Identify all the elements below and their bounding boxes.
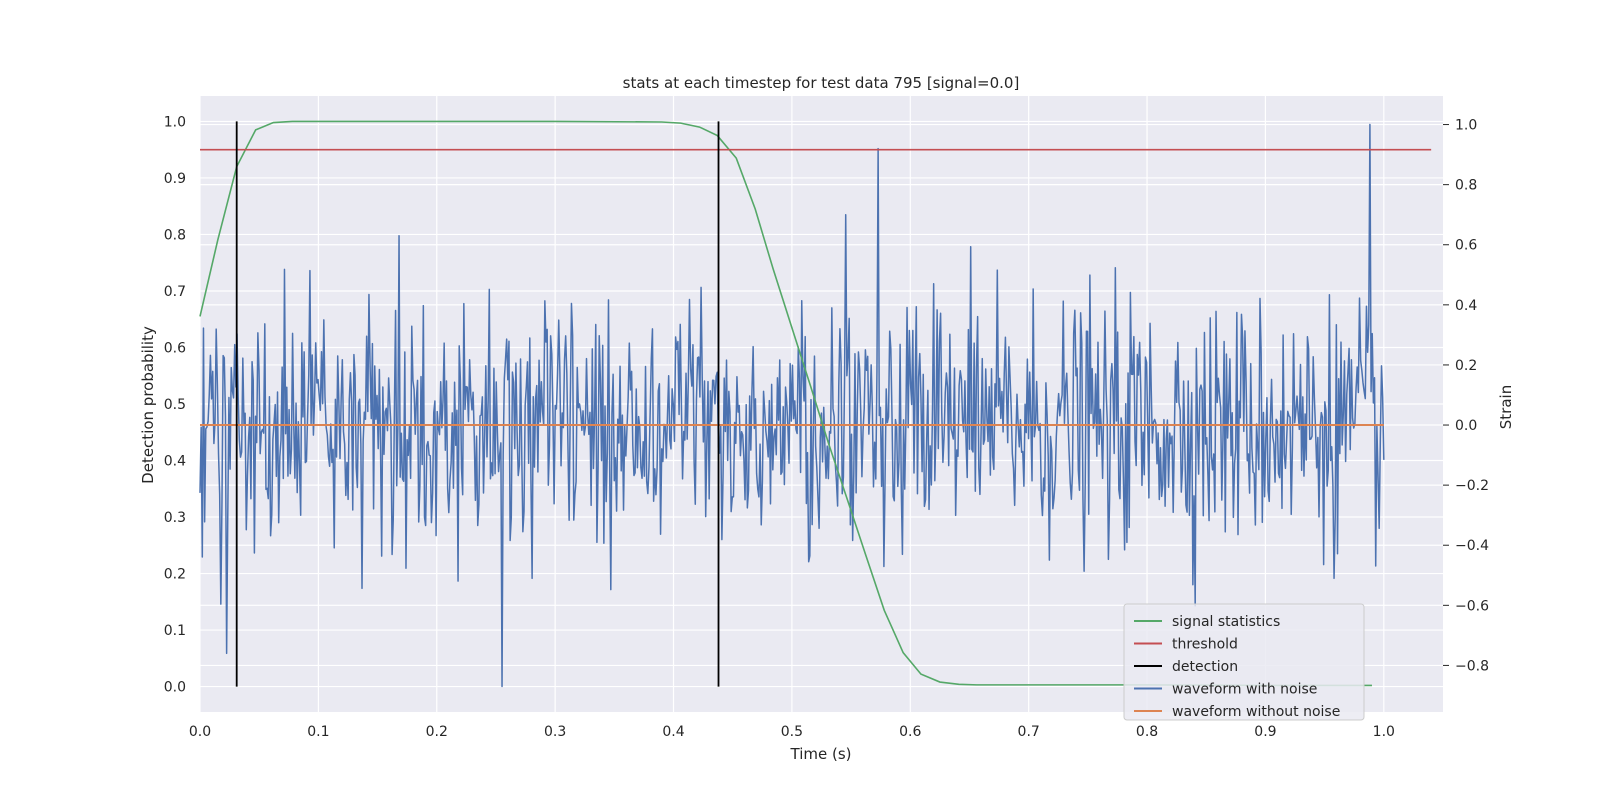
right-tick-label: 0.0 [1455, 418, 1477, 434]
left-axis-ticks: 0.0 0.1 0.2 0.3 0.4 0.5 0.6 0.7 0.8 0.9 1.0 [164, 114, 186, 695]
right-axis-label: Strain [1497, 385, 1515, 429]
legend: signal statistics threshold detection wavef… [1123, 603, 1365, 721]
x-axis-label: Time (s) [790, 745, 852, 763]
left-tick-label: 0.7 [164, 284, 186, 300]
right-tick-label: 0.8 [1455, 178, 1477, 194]
x-tick-label: 0.1 [307, 724, 329, 740]
left-tick-label: 0.1 [164, 623, 186, 639]
chart-title: stats at each timestep for test data 795… [623, 74, 1020, 92]
legend-label: threshold [1172, 637, 1238, 653]
right-tick-label: 0.6 [1455, 238, 1477, 254]
x-tick-label: 0.3 [544, 724, 566, 740]
right-tick-label: −0.4 [1455, 538, 1489, 554]
x-tick-label: 1.0 [1373, 724, 1395, 740]
x-tick-label: 0.5 [781, 724, 803, 740]
right-tick-label: 0.2 [1455, 358, 1477, 374]
x-tick-label: 0.6 [899, 724, 921, 740]
x-tick-label: 0.0 [189, 724, 211, 740]
legend-label: waveform with noise [1172, 682, 1317, 698]
left-tick-label: 0.0 [164, 680, 186, 696]
grid [199, 96, 1443, 712]
legend-box [1123, 603, 1365, 721]
left-tick-label: 0.6 [164, 340, 186, 356]
left-tick-label: 1.0 [164, 114, 186, 130]
left-axis-label: Detection probability [139, 326, 157, 484]
right-tick-label: 1.0 [1455, 118, 1477, 134]
left-tick-label: 0.5 [164, 397, 186, 413]
left-tick-label: 0.8 [164, 227, 186, 243]
right-tick-label: −0.2 [1455, 478, 1489, 494]
right-axis-ticks: −0.8 −0.6 −0.4 −0.2 0.0 0.2 0.4 0.6 0.8 1.0 [1443, 118, 1489, 674]
x-tick-label: 0.4 [662, 724, 684, 740]
x-tick-label: 0.9 [1254, 724, 1276, 740]
x-tick-label: 0.2 [426, 724, 448, 740]
left-tick-label: 0.9 [164, 171, 186, 187]
right-tick-label: −0.6 [1455, 598, 1489, 614]
left-tick-label: 0.2 [164, 567, 186, 583]
x-axis-ticks: 0.0 0.1 0.2 0.3 0.4 0.5 0.6 0.7 0.8 0.9 1.0 [189, 724, 1395, 740]
legend-label: detection [1172, 659, 1238, 675]
series-waveform-with-noise [199, 123, 1385, 688]
series-signal-statistics [199, 120, 1372, 687]
x-tick-label: 0.8 [1136, 724, 1158, 740]
left-tick-label: 0.3 [164, 510, 186, 526]
legend-label: waveform without noise [1172, 704, 1340, 720]
legend-label: signal statistics [1172, 614, 1280, 630]
right-tick-label: −0.8 [1455, 658, 1489, 674]
left-tick-label: 0.4 [164, 454, 186, 470]
right-tick-label: 0.4 [1455, 298, 1477, 314]
series-layer [199, 120, 1432, 688]
x-tick-label: 0.7 [1018, 724, 1040, 740]
